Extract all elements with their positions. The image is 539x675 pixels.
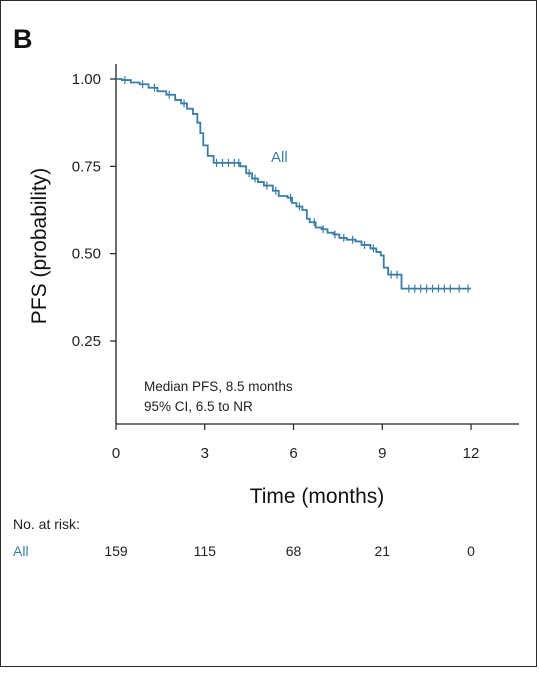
series-label-all: All <box>271 149 288 166</box>
risk-value: 115 <box>194 543 217 559</box>
y-tick-label: 1.00 <box>72 71 101 88</box>
risk-value: 0 <box>467 543 475 559</box>
x-tick-label: 0 <box>112 445 120 462</box>
risk-value: 159 <box>104 543 128 559</box>
x-axis-label: Time (months) <box>250 485 385 508</box>
y-tick-label: 0.50 <box>72 246 101 263</box>
median-annotation: Median PFS, 8.5 months <box>144 379 293 394</box>
km-curve-all <box>116 78 471 290</box>
y-axis-label: PFS (probability) <box>28 168 51 324</box>
y-ticks: 1.00 0.75 0.50 0.25 <box>72 71 116 350</box>
panel-label: B <box>13 24 33 54</box>
risk-table-title: No. at risk: <box>13 516 80 532</box>
x-tick-label: 12 <box>463 445 480 462</box>
x-tick-label: 9 <box>378 445 386 462</box>
x-ticks: 0 3 6 9 12 <box>112 424 480 462</box>
y-tick-label: 0.25 <box>72 333 101 350</box>
risk-value: 68 <box>286 543 302 559</box>
ci-annotation: 95% CI, 6.5 to NR <box>144 399 253 414</box>
x-tick-label: 3 <box>201 445 209 462</box>
km-curve-group <box>116 76 471 293</box>
y-tick-label: 0.75 <box>72 158 101 175</box>
risk-value: 21 <box>374 543 390 559</box>
x-tick-label: 6 <box>289 445 297 462</box>
risk-table-row-label: All <box>13 543 29 559</box>
risk-table-values: 159 115 68 21 0 <box>104 543 475 559</box>
